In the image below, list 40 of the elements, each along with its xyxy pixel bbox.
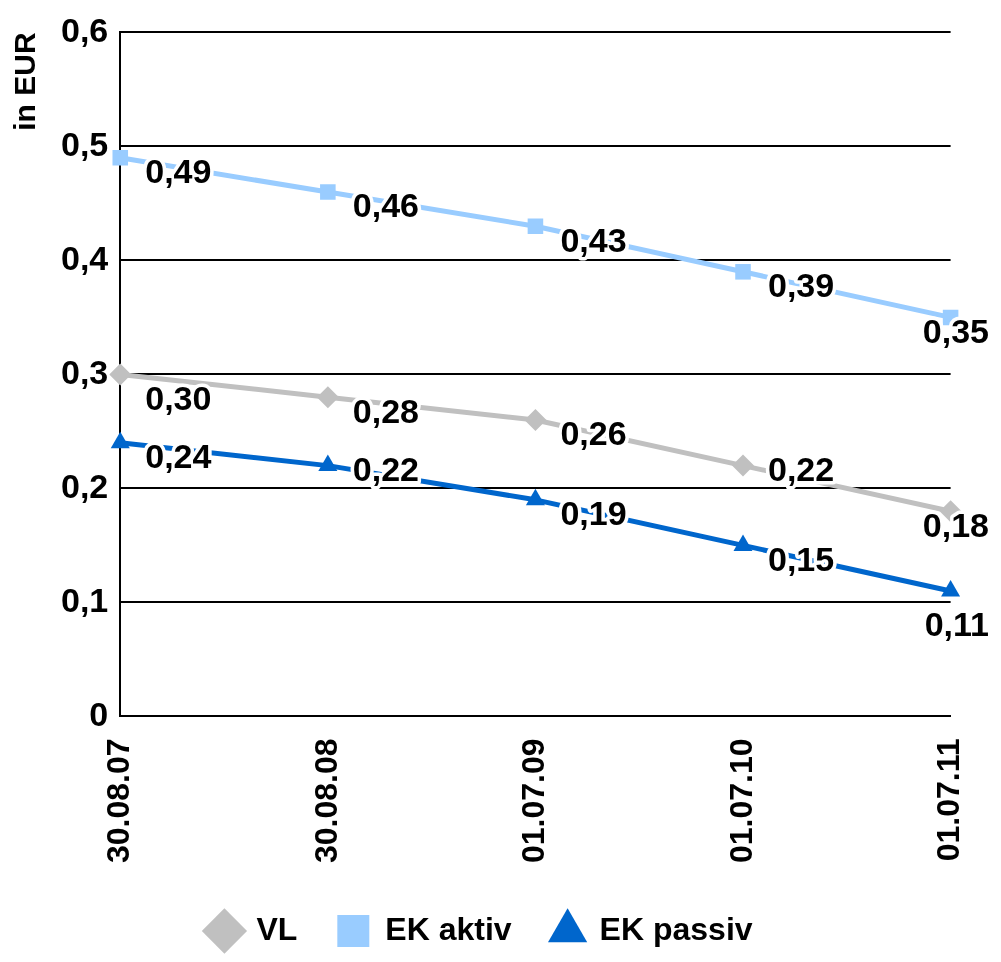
legend-label: EK aktiv [385, 910, 512, 947]
data-label: 0,35 [922, 311, 990, 350]
data-label: 0,18 [922, 505, 990, 544]
point [316, 386, 339, 409]
point [735, 264, 751, 280]
data-label: 0,30 [145, 378, 212, 417]
data-label: 0,49 [145, 152, 212, 191]
legend-label: VL [256, 910, 298, 947]
data-label: 0,39 [768, 266, 835, 305]
x-tick-label: 01.07.11 [930, 738, 967, 862]
y-tick-label: 0,6 [61, 10, 109, 49]
point [110, 431, 130, 449]
point [320, 184, 336, 200]
data-label: 0,46 [352, 186, 420, 225]
point [525, 488, 545, 506]
data-label: 0,22 [768, 450, 835, 488]
y-tick-label: 0,4 [61, 238, 109, 277]
x-tick-label: 30.08.08 [307, 738, 344, 863]
y-axis-title: in EUR [8, 32, 42, 131]
data-label: 0,11 [924, 605, 990, 644]
y-tick-label: 0 [89, 694, 109, 733]
data-label: 0,28 [352, 391, 420, 430]
x-tick-label: 30.08.07 [100, 738, 137, 863]
y-tick-label: 0,5 [61, 124, 109, 163]
point [733, 534, 753, 551]
point [732, 454, 755, 477]
y-tick-label: 0,1 [61, 580, 109, 619]
point [318, 454, 338, 472]
legend-label: EK passiv [599, 910, 753, 947]
y-tick-label: 0,3 [61, 352, 109, 391]
data-label: 0,43 [560, 220, 627, 259]
point [112, 150, 129, 166]
x-tick-label: 01.07.09 [515, 738, 552, 863]
point [941, 580, 961, 597]
point [524, 409, 547, 432]
y-tick-label: 0,2 [61, 466, 109, 505]
point [109, 363, 132, 386]
data-label: 0,26 [560, 414, 627, 453]
point [527, 218, 544, 234]
x-tick-label: 01.07.10 [722, 738, 759, 863]
